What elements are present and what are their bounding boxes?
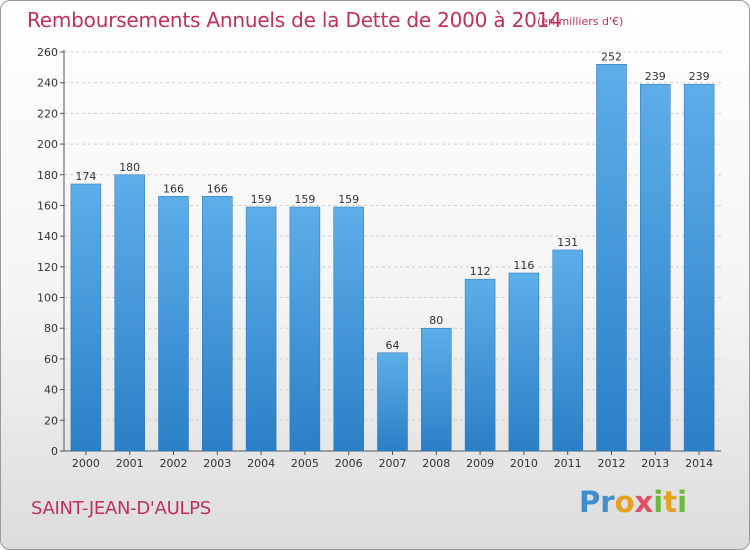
bar-2005 — [289, 206, 321, 452]
bar-2006 — [333, 206, 364, 452]
x-tick-label-2014: 2014 — [685, 457, 713, 470]
x-tick-label-2003: 2003 — [203, 457, 231, 470]
bar-2013 — [640, 83, 671, 452]
data-label-2004: 159 — [251, 193, 272, 206]
y-tick-label: 0 — [51, 445, 58, 458]
data-label-2014: 239 — [689, 70, 710, 83]
x-tick-label-2005: 2005 — [291, 457, 319, 470]
data-label-2003: 166 — [207, 182, 228, 195]
data-label-2011: 131 — [557, 236, 578, 249]
x-tick-label-2013: 2013 — [641, 457, 669, 470]
bar-2014 — [683, 83, 715, 452]
data-label-2001: 180 — [119, 161, 140, 174]
bar-2011 — [552, 249, 583, 452]
bars — [70, 64, 715, 452]
data-labels: 174 180 166 166 159 159 159 64 80 112 116 131 252 239… — [75, 50, 709, 352]
proxiti-logo: Proxiti — [579, 485, 688, 519]
y-tick-label: 220 — [37, 107, 58, 120]
y-tick-label: 40 — [44, 384, 58, 397]
data-label-2007: 64 — [386, 339, 400, 352]
bar-2008 — [421, 327, 452, 452]
data-label-2008: 80 — [429, 314, 443, 327]
x-tick-label-2002: 2002 — [160, 457, 188, 470]
bar-2003 — [202, 196, 233, 452]
bar-2007 — [377, 352, 408, 452]
y-tick-label: 80 — [44, 322, 58, 335]
y-tick-label: 180 — [37, 169, 58, 182]
x-tick-label-2010: 2010 — [510, 457, 538, 470]
y-tick-label: 120 — [37, 261, 58, 274]
x-tick-label-2012: 2012 — [598, 457, 626, 470]
y-tick-label: 20 — [44, 414, 58, 427]
data-label-2000: 174 — [75, 170, 96, 183]
bar-2002 — [158, 196, 189, 452]
x-tick-label-2009: 2009 — [466, 457, 494, 470]
x-tick-label-2007: 2007 — [379, 457, 407, 470]
y-tick-label: 260 — [37, 46, 58, 59]
axes: 0 20 40 60 80 100 120 140 160 180 200 220 240 260 2000… — [37, 46, 721, 470]
chart-unit: (en milliers d'€) — [537, 15, 624, 28]
bar-2012 — [596, 64, 627, 452]
chart-title: Remboursements Annuels de la Dette de 20… — [27, 8, 562, 32]
y-tick-label: 60 — [44, 353, 58, 366]
bar-2004 — [245, 206, 277, 452]
bar-2000 — [70, 183, 102, 452]
y-tick-label: 160 — [37, 199, 58, 212]
y-tick-label: 100 — [37, 292, 58, 305]
x-tick-label-2001: 2001 — [116, 457, 144, 470]
x-tick-label-2008: 2008 — [422, 457, 450, 470]
data-label-2010: 116 — [513, 259, 534, 272]
commune-name: SAINT-JEAN-D'AULPS — [31, 498, 211, 519]
x-tick-label-2000: 2000 — [72, 457, 100, 470]
bar-2009 — [464, 278, 496, 452]
bar-2001 — [114, 174, 145, 452]
data-label-2012: 252 — [601, 50, 622, 63]
data-label-2005: 159 — [294, 193, 315, 206]
y-tick-label: 140 — [37, 230, 58, 243]
y-tick-label: 240 — [37, 77, 58, 90]
data-label-2002: 166 — [163, 182, 184, 195]
bar-2010 — [508, 272, 540, 452]
data-label-2006: 159 — [338, 193, 359, 206]
data-label-2013: 239 — [645, 70, 666, 83]
x-tick-label-2004: 2004 — [247, 457, 275, 470]
y-tick-label: 200 — [37, 138, 58, 151]
x-tick-label-2006: 2006 — [335, 457, 363, 470]
x-tick-label-2011: 2011 — [554, 457, 582, 470]
data-label-2009: 112 — [470, 265, 491, 278]
